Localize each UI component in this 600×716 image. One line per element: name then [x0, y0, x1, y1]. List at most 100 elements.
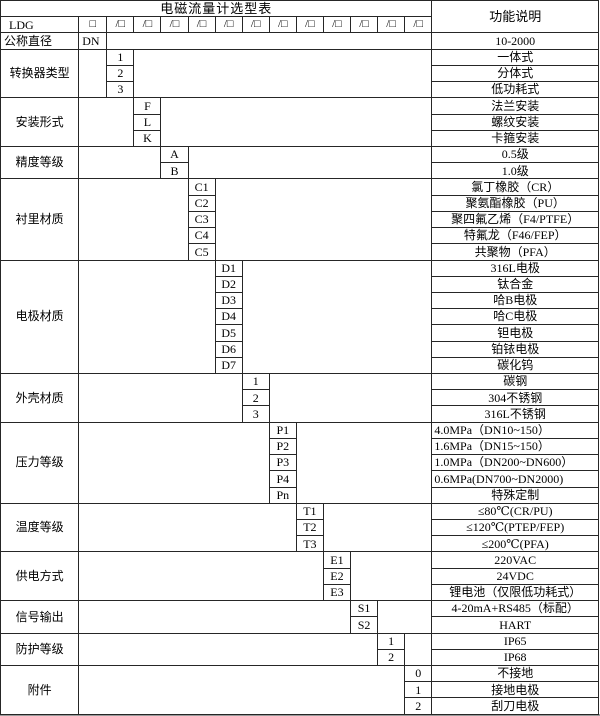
code-cell-accuracy-class: B: [160, 162, 189, 180]
desc-cell-lining-material: 聚四氟乙烯（F4/PTFE）: [431, 210, 599, 229]
code-cell-temperature-rating: T3: [295, 535, 324, 553]
desc-cell-lining-material: 聚氨酯橡胶（PU）: [431, 194, 599, 212]
desc-cell-electrode-material: 碳化钨: [431, 356, 599, 375]
code-cell-installation-type: F: [133, 97, 162, 115]
model-slash-box-cell: /□: [350, 16, 379, 34]
code-cell-lining-material: C2: [187, 194, 216, 212]
model-slash-box-cell: /□: [377, 16, 406, 34]
code-cell-housing-material: 1: [241, 373, 270, 391]
desc-cell-accuracy-class: 0.5级: [431, 145, 599, 164]
model-slash-box-cell: /□: [106, 16, 135, 34]
desc-cell-temperature-rating: ≤120℃(PTEP/FEP): [431, 518, 599, 537]
desc-cell-signal-output: HART: [431, 616, 599, 634]
code-cell-accuracy-class: A: [160, 145, 189, 164]
spacer-cell: [377, 600, 433, 634]
desc-cell-electrode-material: 哈C电极: [431, 308, 599, 326]
code-cell-converter-type: 2: [106, 64, 135, 83]
desc-cell-installation-type: 法兰安装: [431, 97, 599, 115]
section-label-lining-material: 衬里材质: [0, 178, 80, 261]
table-title: 电磁流量计选型表: [0, 0, 433, 18]
code-cell-accessories: 2: [404, 697, 433, 715]
desc-cell-power-supply: 220VAC: [431, 551, 599, 569]
code-cell-power-supply: E1: [322, 551, 352, 569]
spacer-cell: [78, 502, 297, 553]
desc-cell-electrode-material: 哈B电极: [431, 291, 599, 310]
code-cell-electrode-material: D5: [214, 324, 243, 342]
spacer-cell: [241, 259, 433, 375]
code-cell-electrode-material: D7: [214, 356, 243, 375]
desc-cell-lining-material: 氯丁橡胶（CR）: [431, 178, 599, 196]
code-cell-electrode-material: D1: [214, 259, 243, 277]
model-slash-box-cell: /□: [268, 16, 297, 34]
code-cell-temperature-rating: T2: [295, 518, 324, 537]
desc-cell-converter-type: 分体式: [431, 64, 599, 83]
spacer-cell: [78, 48, 108, 99]
section-label-signal-output: 信号输出: [0, 600, 80, 634]
code-cell-electrode-material: D2: [214, 275, 243, 293]
desc-cell-installation-type: 螺纹安装: [431, 113, 599, 131]
desc-cell-accuracy-class: 1.0级: [431, 162, 599, 180]
model-slash-box-cell: /□: [404, 16, 433, 34]
desc-cell-diameter: 10-2000: [431, 32, 599, 50]
section-label-installation-type: 安装形式: [0, 97, 80, 147]
spacer-cell: [322, 502, 433, 553]
code-cell-accessories: 1: [404, 681, 433, 699]
code-cell-pressure-rating: Pn: [268, 486, 297, 504]
spacer-cell: [214, 178, 433, 261]
desc-cell-signal-output: 4-20mA+RS485（标配）: [431, 600, 599, 618]
desc-cell-electrode-material: 铂铱电极: [431, 340, 599, 358]
section-label-protection-rating: 防护等级: [0, 632, 80, 666]
desc-cell-protection-rating: IP65: [431, 632, 599, 650]
model-box-cell: □: [78, 16, 108, 34]
desc-cell-converter-type: 一体式: [431, 48, 599, 66]
spacer-cell: [160, 97, 433, 147]
spacer-cell: [78, 421, 270, 504]
code-cell-dn: DN: [78, 32, 108, 50]
section-label-accuracy-class: 精度等级: [0, 145, 80, 180]
desc-cell-temperature-rating: ≤80℃(CR/PU): [431, 502, 599, 521]
function-column-header: 功能说明: [431, 0, 599, 34]
code-cell-signal-output: S1: [350, 600, 379, 618]
spacer-cell: [187, 145, 433, 180]
code-cell-power-supply: E3: [322, 583, 352, 602]
code-cell-pressure-rating: P4: [268, 470, 297, 488]
desc-cell-pressure-rating: 特殊定制: [431, 486, 599, 504]
row-label-nominal-diameter: 公称直径: [0, 32, 80, 50]
code-cell-lining-material: C4: [187, 227, 216, 245]
model-slash-box-cell: /□: [241, 16, 270, 34]
desc-cell-power-supply: 锂电池（仅限低功耗式）: [431, 583, 599, 602]
code-cell-lining-material: C3: [187, 210, 216, 229]
desc-cell-power-supply: 24VDC: [431, 567, 599, 585]
desc-cell-housing-material: 碳钢: [431, 373, 599, 391]
desc-cell-pressure-rating: 1.0MPa（DN200~DN600）: [431, 454, 599, 472]
desc-cell-electrode-material: 钽电极: [431, 324, 599, 342]
desc-cell-pressure-rating: 0.6MPa(DN700~DN2000): [431, 470, 599, 488]
code-cell-lining-material: C5: [187, 243, 216, 261]
code-cell-installation-type: K: [133, 129, 162, 147]
code-cell-pressure-rating: P1: [268, 421, 297, 439]
code-cell-electrode-material: D6: [214, 340, 243, 358]
desc-cell-electrode-material: 钛合金: [431, 275, 599, 293]
model-slash-box-cell: /□: [295, 16, 324, 34]
model-slash-box-cell: /□: [160, 16, 189, 34]
code-cell-signal-output: S2: [350, 616, 379, 634]
code-cell-converter-type: 3: [106, 81, 135, 99]
desc-cell-accessories: 刮刀电极: [431, 697, 599, 715]
desc-cell-electrode-material: 316L电极: [431, 259, 599, 277]
model-prefix: LDG: [0, 16, 80, 34]
spacer-cell: [78, 551, 324, 602]
spacer-cell: [268, 373, 433, 423]
spacer-cell: [78, 664, 406, 715]
model-slash-box-cell: /□: [322, 16, 352, 34]
spacer-cell: [404, 632, 433, 666]
desc-cell-housing-material: 316L不锈钢: [431, 405, 599, 423]
spacer-cell: [350, 551, 433, 602]
section-label-housing-material: 外壳材质: [0, 373, 80, 423]
code-cell-pressure-rating: P3: [268, 454, 297, 472]
code-cell-power-supply: E2: [322, 567, 352, 585]
code-cell-protection-rating: 2: [377, 648, 406, 666]
section-label-pressure-rating: 压力等级: [0, 421, 80, 504]
code-cell-electrode-material: D4: [214, 308, 243, 326]
